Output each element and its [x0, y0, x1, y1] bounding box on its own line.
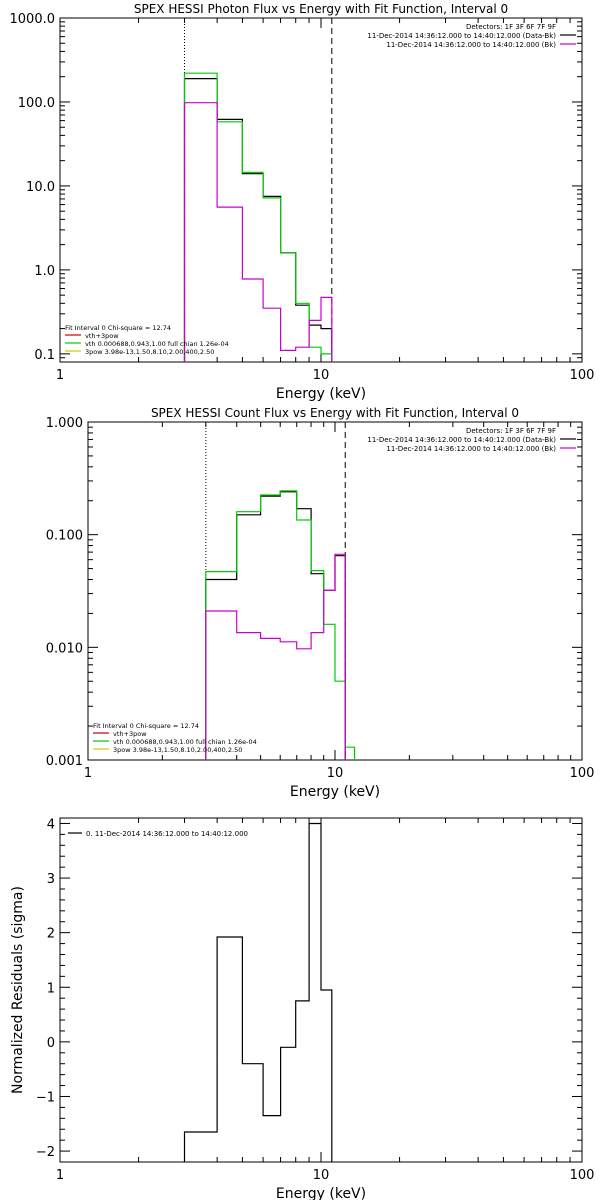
- y-tick-label: 0: [47, 1036, 55, 1051]
- y-tick-label: 1.0: [34, 264, 55, 279]
- legend-entry: vth+3pow: [113, 730, 147, 738]
- y-axis: 0.1 1.0 10.0 100.0 1000.0: [10, 12, 582, 363]
- legend-bottom: Fit Interval 0 Chi-square = 12.74vth+3po…: [93, 722, 257, 754]
- x-axis-label: Energy (keV): [276, 1186, 366, 1200]
- series-line: [183, 72, 333, 362]
- chart-title: SPEX HESSI Count Flux vs Energy with Fit…: [151, 406, 519, 420]
- y-tick-label: 1: [47, 981, 55, 996]
- series-2: [183, 72, 333, 362]
- y-tick-label: 1.000: [46, 416, 83, 431]
- x-tick-label: 100: [570, 368, 595, 383]
- legend-entry: 3pow 3.98e-13,1.50,8.10,2.00,400,2.50: [85, 348, 214, 356]
- y-tick-label: 100.0: [18, 96, 55, 111]
- series-1: [205, 491, 346, 760]
- chart-panel-1: 1 10 100 Energy (keV) 0.1 1.0 10.0 100.0 1000.0 S…: [10, 2, 595, 402]
- y-tick-label: 0.100: [46, 529, 83, 544]
- legend-entry: vth 0.000688,0.943,1.00 full chian 1.26e…: [113, 738, 257, 746]
- y-tick-label: 0.001: [46, 754, 83, 769]
- series-line: [183, 78, 333, 362]
- y-tick-label: 0.1: [34, 348, 55, 363]
- chart-title: SPEX HESSI Photon Flux vs Energy with Fi…: [134, 2, 508, 16]
- y-axis: 0.001 0.010 0.100 1.000: [46, 416, 582, 769]
- legend-entry: 0. 11-Dec-2014 14:36:12.000 to 14:40:12.…: [86, 830, 248, 838]
- y-tick-label: 2: [47, 927, 55, 942]
- legend-entry: vth+3pow: [85, 332, 119, 340]
- legend-bottom: Fit Interval 0 Chi-square = 12.74vth+3po…: [65, 324, 229, 356]
- legend-entry: 3pow 3.98e-13,1.50,8.10,2.00,400,2.50: [113, 746, 242, 754]
- series-1: [183, 78, 333, 362]
- x-axis-label: Energy (keV): [290, 784, 380, 800]
- y-tick-label: 0.010: [46, 641, 83, 656]
- series-line: [183, 102, 333, 362]
- series-line: [205, 490, 356, 760]
- y-tick-label: 10.0: [26, 180, 55, 195]
- legend-entry: 11-Dec-2014 14:36:12.000 to 14:40:12.000…: [386, 41, 556, 49]
- chart-panel-3: 1 10 100 Energy (keV) −2 −1 0 1 2 3 4 Normalized Re…: [10, 817, 594, 1200]
- series-3: [205, 553, 346, 760]
- x-tick-label: 10: [327, 766, 344, 781]
- x-tick-label: 10: [313, 368, 330, 383]
- x-tick-label: 100: [570, 766, 595, 781]
- legend-entry: vth 0.000688,0.943,1.00 full chian 1.26e…: [85, 340, 229, 348]
- series-2: [205, 490, 356, 760]
- y-tick-label: −2: [36, 1145, 55, 1160]
- y-axis-label: Normalized Residuals (sigma): [10, 886, 26, 1094]
- y-tick-label: 4: [47, 817, 55, 832]
- series-line: [183, 822, 333, 1162]
- legend-entry: 11-Dec-2014 14:36:12.000 to 14:40:12.000…: [367, 436, 556, 444]
- y-tick-label: 1000.0: [10, 12, 56, 27]
- legend-entry: 11-Dec-2014 14:36:12.000 to 14:40:12.000…: [386, 445, 556, 453]
- x-axis: 1 10 100 Energy (keV): [56, 818, 595, 1200]
- legend-entry: Fit Interval 0 Chi-square = 12.74: [93, 722, 199, 730]
- chart-panel-2: 1 10 100 Energy (keV) 0.001 0.010 0.100 1.000 SP…: [46, 406, 595, 800]
- series-3: [183, 102, 333, 362]
- x-tick-label: 100: [570, 1168, 595, 1183]
- x-axis: 1 10 100 Energy (keV): [56, 18, 595, 402]
- legend-entry: 11-Dec-2014 14:36:12.000 to 14:40:12.000…: [367, 32, 556, 40]
- x-axis-label: Energy (keV): [276, 386, 366, 402]
- x-tick-label: 1: [56, 368, 64, 383]
- x-tick-label: 10: [313, 1168, 330, 1183]
- legend-entry: Detectors: 1F 3F 6F 7F 9F: [466, 427, 556, 435]
- series-line: [205, 553, 346, 760]
- y-axis: −2 −1 0 1 2 3 4 Normalized Residuals (sigma): [10, 817, 582, 1163]
- y-tick-label: −1: [36, 1090, 55, 1105]
- x-axis: 1 10 100 Energy (keV): [84, 422, 595, 800]
- series-1: [183, 822, 333, 1162]
- legend-entry: Fit Interval 0 Chi-square = 12.74: [65, 324, 171, 332]
- legend-top: 0. 11-Dec-2014 14:36:12.000 to 14:40:12.…: [68, 830, 248, 838]
- x-tick-label: 1: [56, 1168, 64, 1183]
- y-tick-label: 3: [47, 872, 55, 887]
- x-tick-label: 1: [84, 766, 92, 781]
- legend-entry: Detectors: 1F 3F 6F 7F 9F: [466, 23, 556, 31]
